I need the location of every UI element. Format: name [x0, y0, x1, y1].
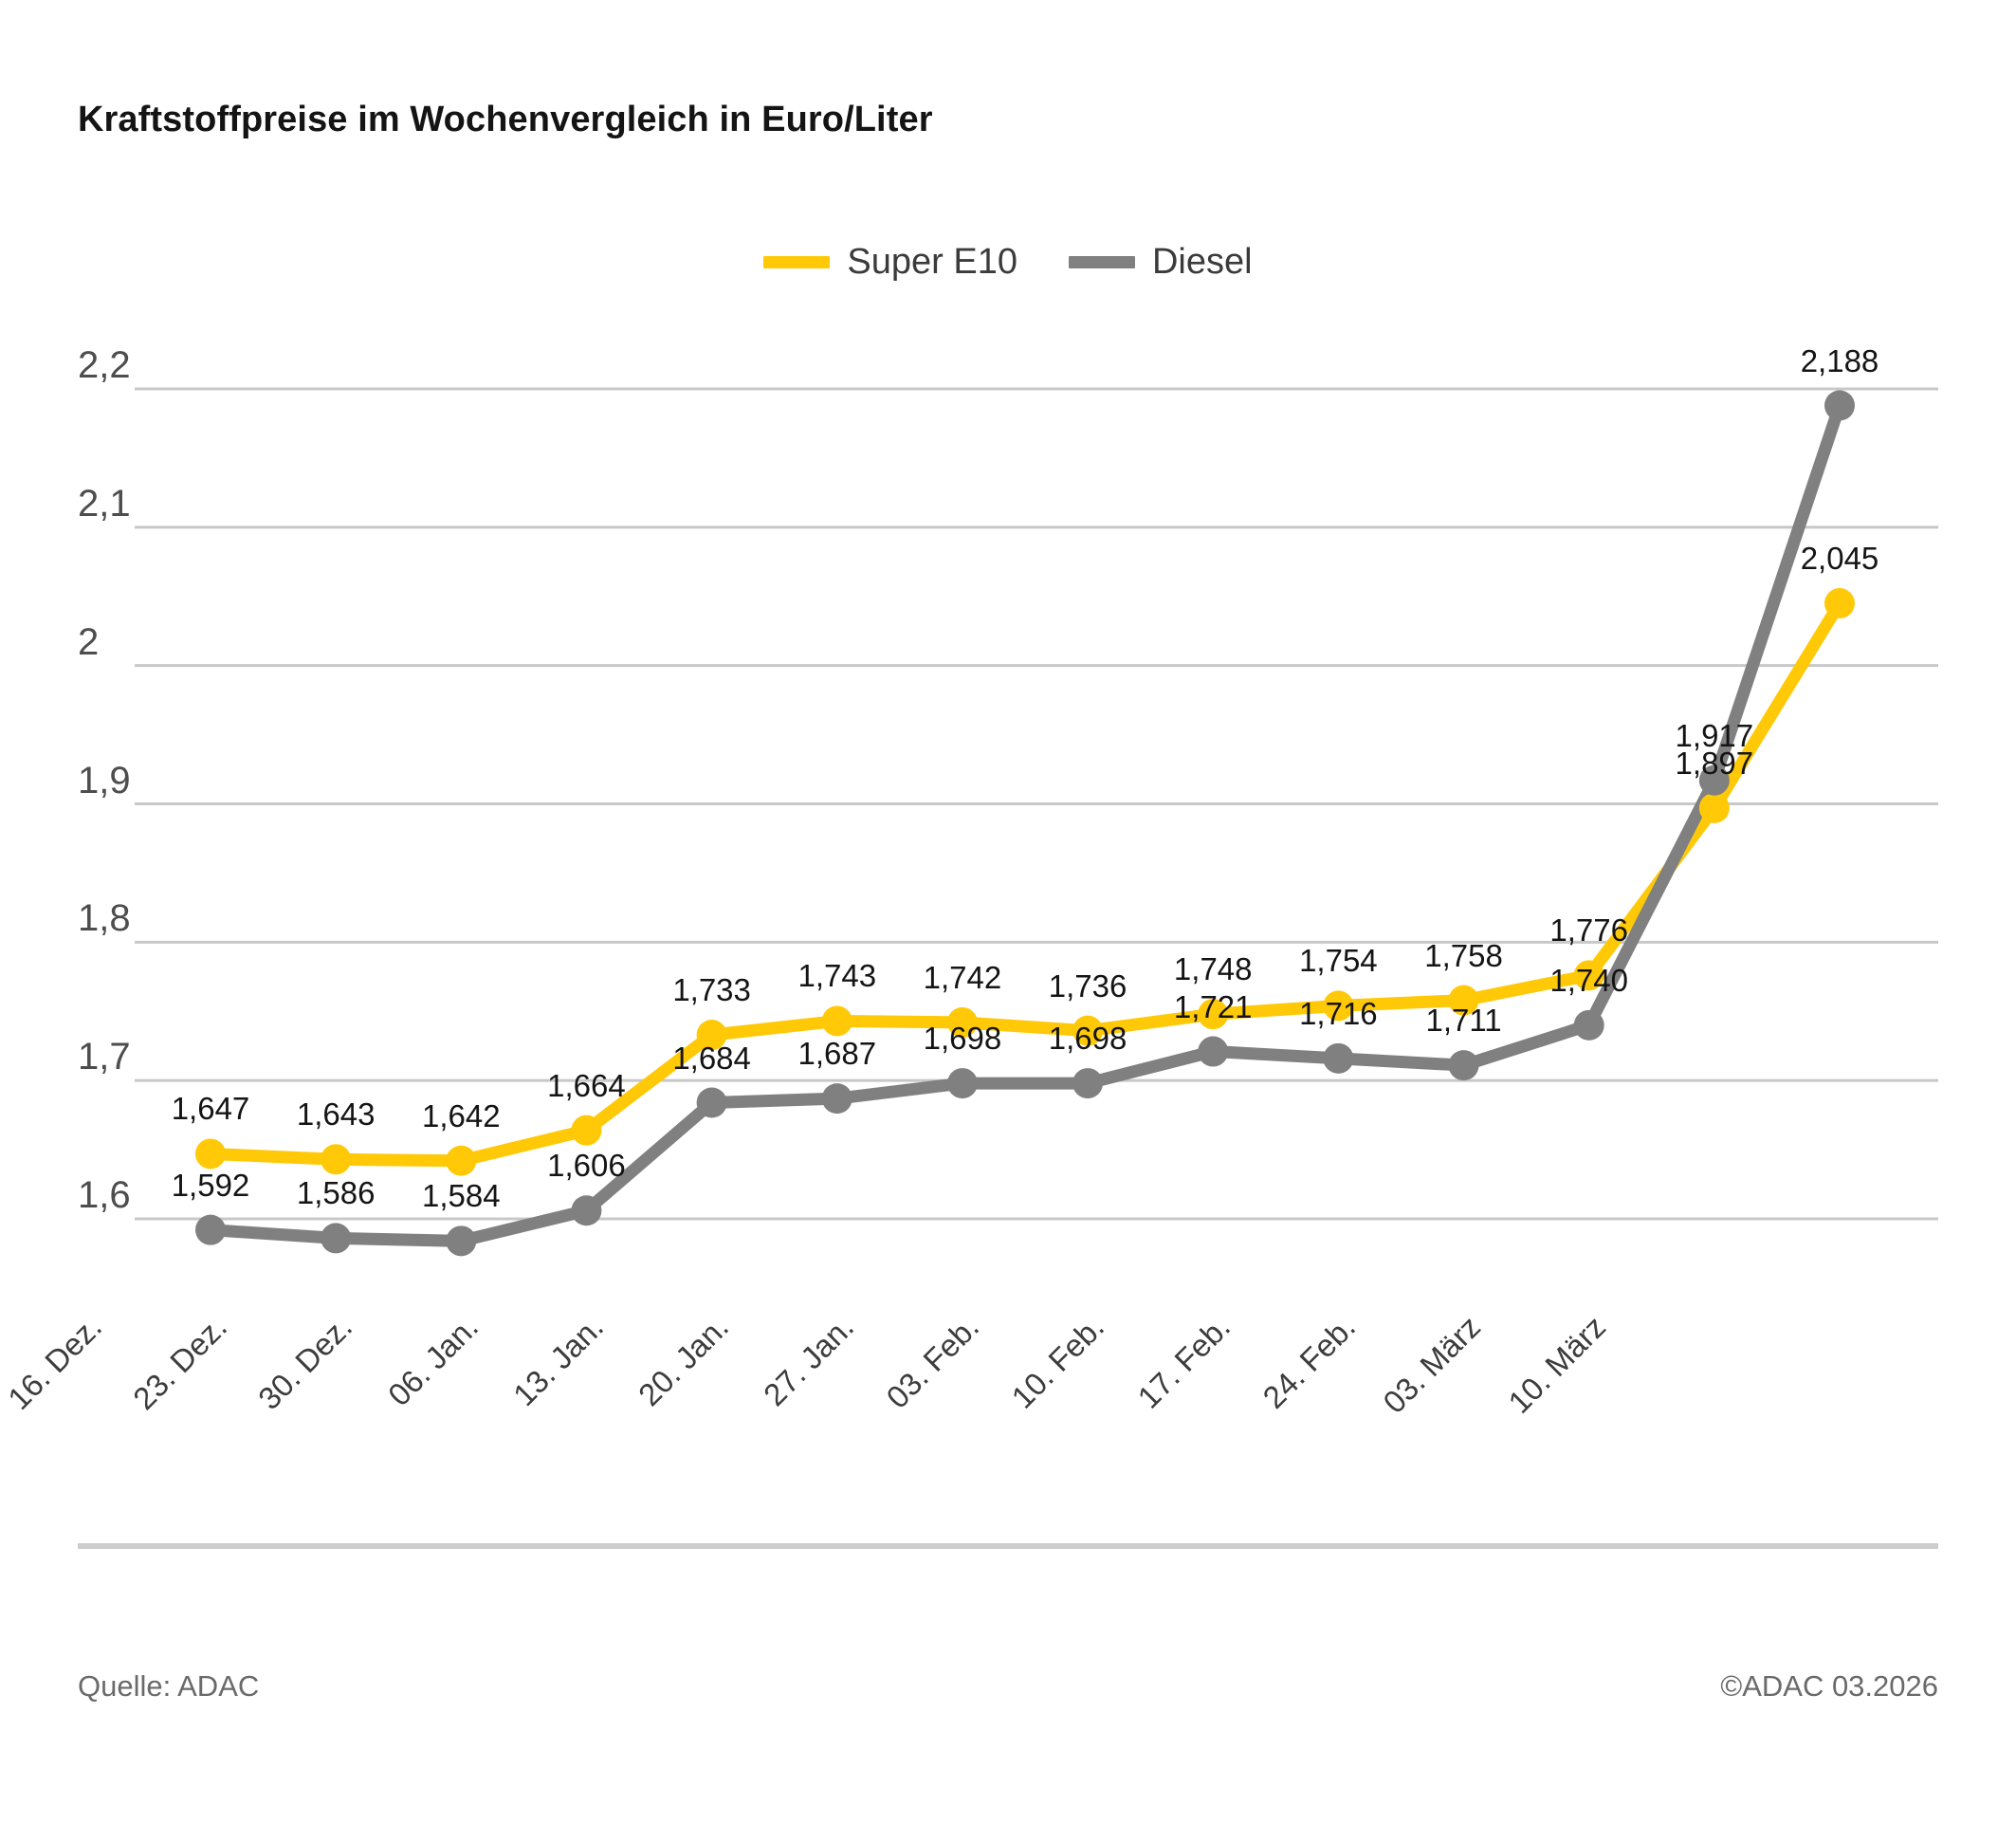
series-points [195, 390, 1855, 1257]
data-point-label: 1,742 [923, 959, 1002, 995]
data-point-label: 1,758 [1424, 937, 1503, 973]
data-point-label: 1,736 [1048, 967, 1127, 1004]
data-point[interactable] [1698, 792, 1730, 823]
series-lines [210, 403, 1846, 1247]
data-point-label: 2,045 [1800, 541, 1879, 577]
data-point[interactable] [821, 1083, 852, 1115]
data-point[interactable] [571, 1195, 602, 1226]
legend-label-super-e10: Super E10 [847, 242, 1017, 282]
data-point[interactable] [1573, 1009, 1604, 1041]
data-point-label: 1,897 [1675, 745, 1754, 781]
y-axis-tick-label: 1,8 [78, 897, 131, 940]
y-axis-tick-label: 2,1 [78, 482, 131, 525]
data-point[interactable] [1824, 390, 1855, 421]
y-axis-tick-label: 2 [78, 620, 100, 663]
data-point[interactable] [1698, 765, 1730, 796]
data-point[interactable] [946, 1068, 978, 1099]
data-point-label: 1,664 [547, 1067, 626, 1103]
data-point-label: 1,733 [672, 972, 751, 1008]
data-point-label: 1,748 [1173, 951, 1253, 987]
footer-source: Quelle: ADAC [78, 1669, 260, 1703]
data-point[interactable] [1198, 1036, 1229, 1067]
data-point-label: 1,687 [797, 1036, 877, 1072]
data-point-label: 1,584 [422, 1178, 501, 1214]
data-point[interactable] [571, 1115, 602, 1146]
data-point[interactable] [696, 1020, 727, 1051]
y-axis-tick-label: 1,7 [78, 1036, 131, 1078]
data-point[interactable] [1323, 1042, 1354, 1074]
footer-divider [78, 1543, 1938, 1549]
legend-item-diesel[interactable]: Diesel [1068, 242, 1253, 283]
data-point-label: 1,643 [296, 1096, 376, 1133]
data-point[interactable] [946, 1006, 978, 1038]
y-axis-tick-label: 1,6 [78, 1174, 131, 1216]
data-point-label: 1,606 [547, 1148, 626, 1184]
data-point[interactable] [821, 1005, 852, 1037]
data-point-label: 1,592 [171, 1167, 250, 1203]
data-point-label: 1,647 [171, 1091, 250, 1127]
y-axis-tick-label: 2,2 [78, 344, 131, 386]
data-point-label: 1,716 [1299, 995, 1378, 1031]
gridlines [135, 387, 1938, 1221]
data-point-label: 2,188 [1800, 342, 1879, 378]
footer-copyright: ©ADAC 03.2026 [1720, 1669, 1938, 1703]
data-point[interactable] [321, 1144, 352, 1175]
data-point-label: 1,743 [797, 958, 877, 994]
data-point[interactable] [446, 1145, 477, 1176]
data-point[interactable] [1323, 990, 1354, 1022]
data-point[interactable] [1072, 1068, 1104, 1099]
data-point-label: 1,698 [923, 1021, 1002, 1057]
series-line-diesel [210, 403, 1846, 1247]
data-point-label: 1,642 [422, 1097, 501, 1133]
chart-legend: Super E10 Diesel [0, 242, 2016, 283]
data-point-label: 1,698 [1048, 1021, 1127, 1057]
data-point[interactable] [195, 1138, 226, 1170]
data-point[interactable] [1198, 999, 1229, 1030]
data-point[interactable] [1448, 985, 1479, 1016]
data-point[interactable] [1072, 1015, 1104, 1046]
legend-swatch-diesel [1068, 256, 1135, 268]
data-point-label: 1,917 [1675, 717, 1754, 753]
data-point-label: 1,721 [1173, 988, 1253, 1024]
data-point[interactable] [446, 1225, 477, 1257]
data-point-label: 1,740 [1549, 962, 1628, 998]
legend-swatch-super-e10 [763, 256, 831, 268]
legend-item-super-e10[interactable]: Super E10 [763, 242, 1017, 283]
series-line-super-e10 [210, 599, 1845, 1168]
data-point[interactable] [321, 1223, 352, 1254]
data-point[interactable] [696, 1087, 727, 1118]
data-point-label: 1,586 [296, 1175, 376, 1211]
data-point-label: 1,754 [1299, 943, 1378, 979]
data-point[interactable] [1573, 960, 1604, 991]
y-axis-tick-label: 1,9 [78, 759, 131, 801]
data-point-label: 1,711 [1425, 1003, 1502, 1039]
data-point-label: 1,776 [1549, 912, 1628, 949]
legend-label-diesel: Diesel [1151, 242, 1253, 282]
data-point[interactable] [1824, 588, 1855, 619]
data-point[interactable] [195, 1214, 226, 1245]
data-point-label: 1,684 [672, 1040, 751, 1076]
page-title: Kraftstoffpreise im Wochenvergleich in E… [78, 100, 933, 139]
data-point[interactable] [1448, 1050, 1479, 1081]
